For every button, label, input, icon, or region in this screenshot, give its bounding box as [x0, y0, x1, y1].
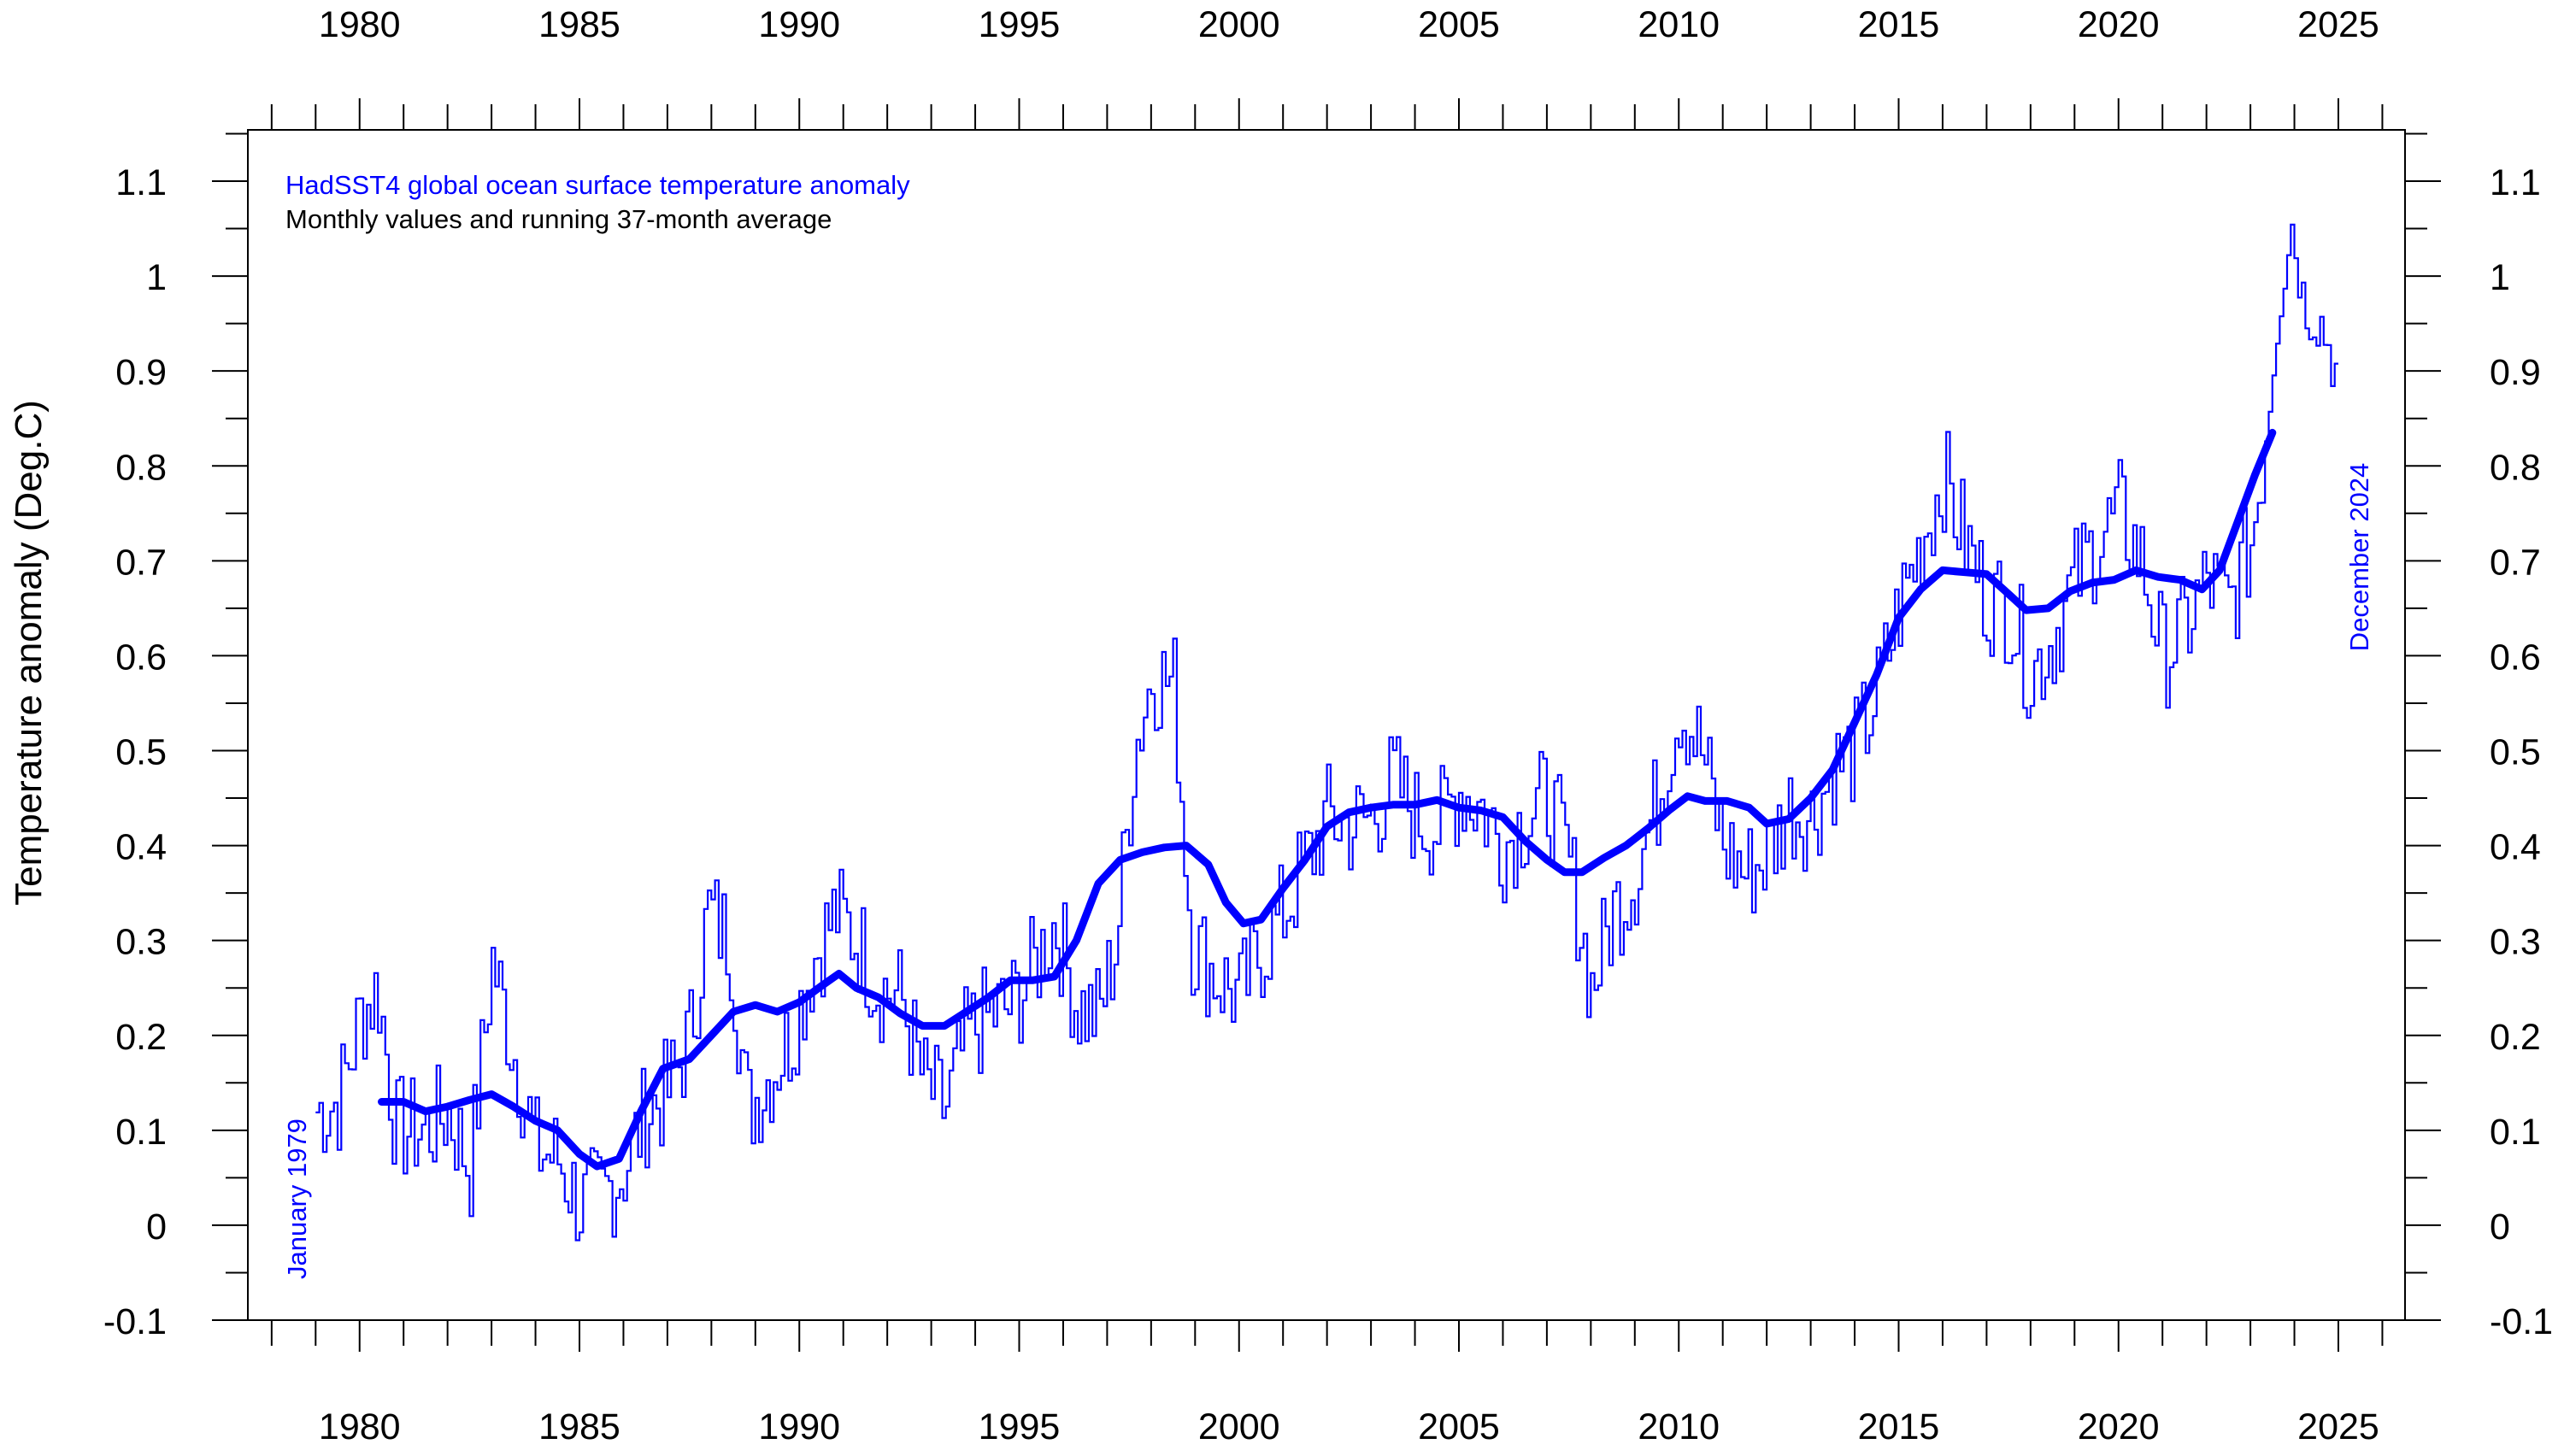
x-tick-label-bottom: 2020 — [2078, 1406, 2160, 1447]
x-tick-label-bottom: 2000 — [1198, 1406, 1280, 1447]
y-tick-label-right: 0.6 — [2490, 637, 2541, 678]
y-tick-label-left: 0.5 — [115, 732, 167, 773]
y-tick-label-left: 0 — [146, 1206, 167, 1248]
y-tick-label-right: 0.1 — [2490, 1112, 2541, 1153]
y-tick-label-left: 0.2 — [115, 1017, 167, 1058]
monthly-values-line — [315, 223, 2338, 1242]
axes-layer: -0.1 -0.1 0 0 0.1 0.1 0.2 0.2 0.3 0.3 0.4 0.4 0.5 0.5… — [103, 4, 2553, 1447]
x-tick-label-bottom: 1995 — [979, 1406, 1061, 1447]
y-tick-label-right: 0.5 — [2490, 732, 2541, 773]
x-tick-label-bottom: 1980 — [319, 1406, 401, 1447]
y-tick-label-right: -0.1 — [2490, 1301, 2553, 1342]
x-tick-label-top: 2020 — [2078, 4, 2160, 45]
y-tick-label-left: 0.9 — [115, 352, 167, 393]
y-tick-label-left: 0.3 — [115, 922, 167, 963]
y-tick-label-right: 0 — [2490, 1206, 2510, 1248]
y-tick-label-left: 0.4 — [115, 827, 167, 868]
x-tick-label-bottom: 1985 — [538, 1406, 620, 1447]
chart-subtitle: Monthly values and running 37-month aver… — [285, 204, 832, 234]
y-tick-label-right: 1.1 — [2490, 162, 2541, 203]
y-tick-label-left: 0.8 — [115, 447, 167, 488]
y-tick-label-right: 0.7 — [2490, 542, 2541, 583]
y-tick-label-left: 0.1 — [115, 1112, 167, 1153]
y-tick-label-right: 0.8 — [2490, 447, 2541, 488]
x-tick-label-top: 1980 — [319, 4, 401, 45]
x-tick-label-bottom: 2010 — [1638, 1406, 1720, 1447]
running-average-line — [378, 428, 2277, 1171]
y-tick-label-left: -0.1 — [103, 1301, 167, 1342]
x-tick-label-bottom: 2005 — [1418, 1406, 1500, 1447]
y-tick-label-right: 0.9 — [2490, 352, 2541, 393]
x-tick-label-top: 1995 — [979, 4, 1061, 45]
x-tick-label-bottom: 1990 — [758, 1406, 840, 1447]
y-tick-label-left: 0.7 — [115, 542, 167, 583]
y-tick-label-left: 0.6 — [115, 637, 167, 678]
y-tick-label-right: 1 — [2490, 257, 2510, 298]
x-tick-label-top: 1985 — [538, 4, 620, 45]
y-tick-label-right: 0.2 — [2490, 1017, 2541, 1058]
x-tick-label-top: 2010 — [1638, 4, 1720, 45]
x-tick-label-top: 2000 — [1198, 4, 1280, 45]
x-tick-label-top: 2005 — [1418, 4, 1500, 45]
y-tick-label-left: 1.1 — [115, 162, 167, 203]
x-tick-label-top: 1990 — [758, 4, 840, 45]
series-layer — [315, 223, 2338, 1242]
x-tick-label-bottom: 2025 — [2297, 1406, 2379, 1447]
annotation-end-date: December 2024 — [2344, 463, 2374, 652]
y-tick-label-right: 0.4 — [2490, 827, 2541, 868]
x-tick-label-bottom: 2015 — [1858, 1406, 1940, 1447]
annotation-start-date: January 1979 — [282, 1118, 312, 1279]
y-axis-label: Temperature anomaly (Deg.C) — [8, 400, 50, 906]
chart-title: HadSST4 global ocean surface temperature… — [285, 170, 910, 200]
x-tick-label-top: 2015 — [1858, 4, 1940, 45]
y-tick-label-left: 1 — [146, 257, 167, 298]
y-tick-label-right: 0.3 — [2490, 922, 2541, 963]
x-tick-label-top: 2025 — [2297, 4, 2379, 45]
